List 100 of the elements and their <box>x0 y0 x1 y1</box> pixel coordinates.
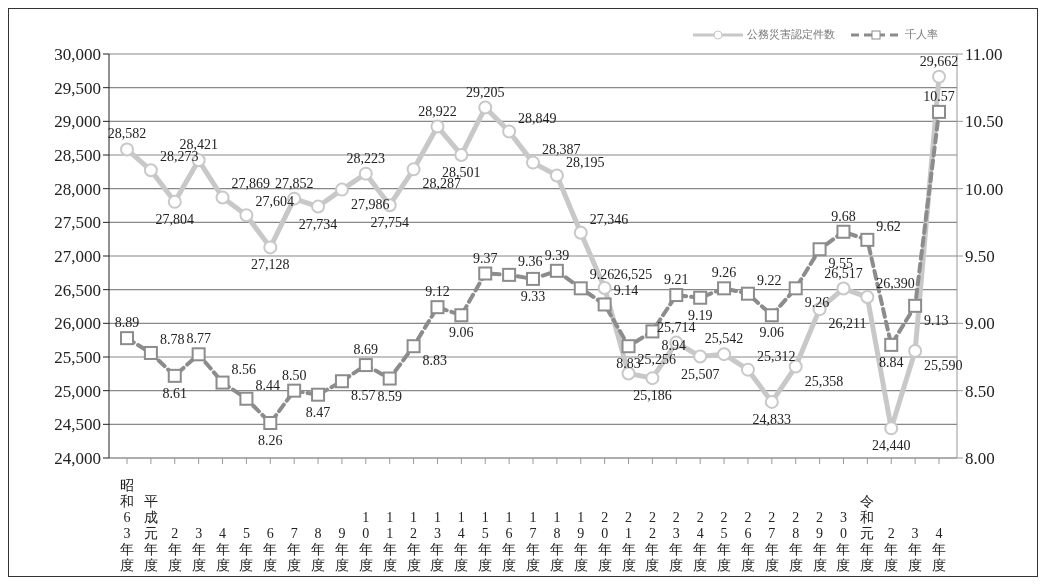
point <box>167 368 182 383</box>
x-tick-label: 15年度 <box>478 510 493 573</box>
y2-tick-label: 8.00 <box>965 449 995 469</box>
x-tick-label: 26年度 <box>740 510 755 573</box>
data-label: 27,604 <box>255 194 294 210</box>
x-tick-label: 令和元年度 <box>860 494 875 573</box>
y-tick-label: 25,500 <box>54 348 101 368</box>
point <box>478 100 493 115</box>
x-tick-label: 平成元年度 <box>143 494 158 573</box>
x-tick-label: 11年度 <box>382 510 397 573</box>
point <box>693 349 708 364</box>
point <box>454 147 469 162</box>
point <box>120 142 134 157</box>
point <box>645 371 660 386</box>
y-tick-label: 25,000 <box>54 381 101 401</box>
x-tick-label: 8年度 <box>311 526 326 573</box>
point <box>597 297 612 312</box>
x-tick-label: 25年度 <box>717 510 732 573</box>
x-tick-label: 19年度 <box>573 510 588 573</box>
point <box>764 308 779 323</box>
point <box>167 194 182 209</box>
x-tick-label: 30年度 <box>836 510 851 573</box>
y2-tick-label: 11.00 <box>965 45 1003 65</box>
x-tick-label: 10年度 <box>358 510 373 573</box>
y2-tick-label: 9.50 <box>965 247 995 267</box>
point <box>263 240 278 255</box>
point <box>311 387 326 402</box>
data-label: 27,804 <box>155 211 195 227</box>
point <box>430 119 445 134</box>
x-tick-label: 9年度 <box>334 526 349 573</box>
x-tick-label: 6年度 <box>263 526 278 573</box>
data-label: 9.36 <box>518 253 543 269</box>
point <box>860 290 875 305</box>
point <box>215 375 230 390</box>
point <box>502 267 517 282</box>
y-tick-label: 24,500 <box>54 415 101 435</box>
y-tick-label: 27,500 <box>54 213 101 233</box>
y2-tick-label: 9.00 <box>965 314 995 334</box>
data-label: 29,205 <box>465 84 505 100</box>
point <box>908 343 923 358</box>
legend-label: 千人率 <box>905 27 938 42</box>
data-label: 8.47 <box>305 404 331 420</box>
data-label: 27,346 <box>589 211 629 227</box>
point <box>358 166 373 181</box>
point <box>621 339 636 354</box>
point <box>334 182 349 197</box>
x-tick-label: 4年度 <box>932 526 946 573</box>
data-label: 9.12 <box>425 284 450 300</box>
data-label: 9.21 <box>664 272 689 288</box>
data-label: 8.56 <box>231 361 257 377</box>
point <box>406 162 421 177</box>
data-label: 8.89 <box>114 315 140 331</box>
point <box>693 290 708 305</box>
y-tick-label: 24,000 <box>54 449 101 469</box>
data-label: 27,852 <box>274 175 314 191</box>
data-label: 8.69 <box>353 342 379 358</box>
data-label: 27,754 <box>370 215 409 231</box>
point <box>788 281 803 296</box>
y2-tick-label: 10.00 <box>965 179 1004 199</box>
data-label: 28,273 <box>159 149 199 165</box>
x-tick-label: 16年度 <box>502 510 517 573</box>
point <box>191 347 206 362</box>
data-label: 24,833 <box>752 411 792 427</box>
data-label: 9.33 <box>520 288 546 304</box>
y-tick-label: 28,000 <box>54 179 101 199</box>
data-label: 8.44 <box>255 377 280 393</box>
data-label: 27,986 <box>350 196 390 212</box>
data-label: 25,312 <box>756 348 796 364</box>
point <box>549 263 564 278</box>
data-label: 10.57 <box>923 88 955 104</box>
point <box>573 225 588 240</box>
data-label: 8.83 <box>422 353 448 369</box>
x-tick-label: 3年度 <box>191 526 206 573</box>
point <box>836 224 851 239</box>
y2-tick-label: 8.50 <box>965 381 995 401</box>
point <box>669 288 684 303</box>
point <box>143 345 158 360</box>
point <box>502 124 517 139</box>
x-tick-label: 17年度 <box>526 510 540 573</box>
point <box>430 300 445 315</box>
data-label: 9.22 <box>756 272 782 288</box>
point <box>573 281 588 296</box>
point <box>597 280 612 295</box>
y-tick-label: 29,500 <box>54 78 101 98</box>
point <box>549 168 564 183</box>
x-tick-label: 4年度 <box>215 526 230 573</box>
point <box>311 199 326 214</box>
point <box>932 104 946 119</box>
point <box>478 266 493 281</box>
point <box>120 331 134 346</box>
x-tick-label: 12年度 <box>406 510 421 573</box>
point <box>263 415 278 430</box>
y-tick-label: 26,000 <box>54 314 101 334</box>
data-label: 8.78 <box>159 331 185 347</box>
y-tick-label: 29,000 <box>54 112 101 132</box>
data-label: 28,582 <box>107 126 147 142</box>
data-label: 9.26 <box>804 295 830 311</box>
x-tick-label: 13年度 <box>430 510 445 573</box>
data-label: 27,869 <box>231 176 271 192</box>
point <box>860 232 875 247</box>
